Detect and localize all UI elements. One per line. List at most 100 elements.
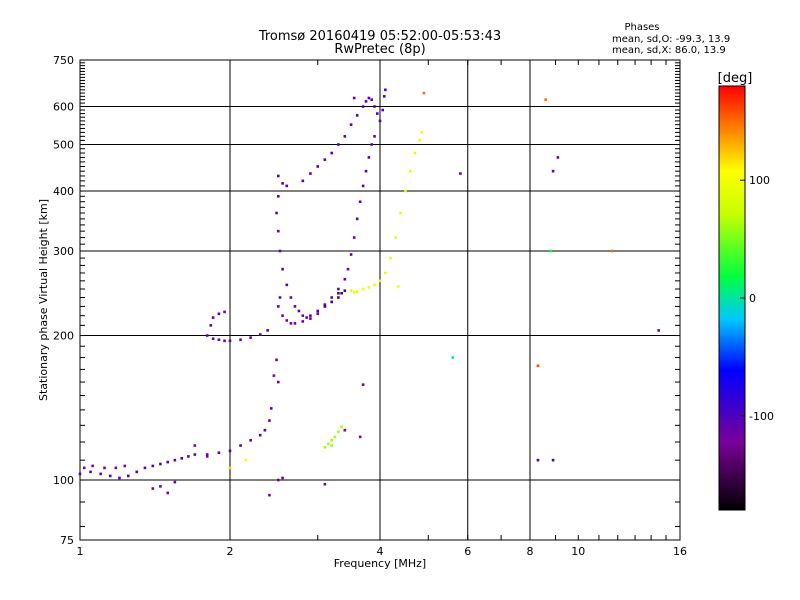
data-point (193, 453, 197, 456)
data-point (228, 449, 232, 453)
colorbar-label: [deg] (718, 71, 753, 86)
data-point (281, 476, 284, 480)
data-point (323, 303, 327, 306)
data-point (361, 287, 365, 291)
data-point (126, 474, 130, 478)
data-point (657, 329, 660, 332)
data-point (364, 169, 368, 173)
data-point (384, 271, 387, 275)
data-point (361, 105, 365, 108)
data-point (384, 88, 387, 92)
data-point (275, 358, 278, 362)
data-point (389, 256, 392, 260)
x-tick-label: 1 (77, 545, 84, 558)
data-point (78, 472, 82, 476)
data-point (276, 229, 280, 233)
chart-subtitle: RwPretec (8p) (334, 42, 425, 57)
data-point (396, 285, 400, 288)
chart-title: Tromsø 20160419 05:52:00-05:53:43 (258, 29, 501, 44)
stats-heading: Phases (624, 22, 659, 33)
data-point (276, 195, 280, 198)
data-point (293, 322, 297, 325)
data-point (301, 314, 305, 317)
data-point (217, 312, 221, 316)
data-point (459, 172, 462, 175)
data-point (123, 464, 127, 468)
series-purple-segment (323, 289, 347, 308)
data-point (544, 98, 547, 101)
data-point (367, 286, 371, 289)
data-point (330, 151, 334, 155)
data-point (413, 151, 417, 155)
y-tick-label: 75 (60, 534, 74, 547)
data-point (536, 458, 540, 462)
data-point (340, 425, 343, 429)
data-point (309, 172, 312, 175)
data-point (381, 108, 384, 112)
data-point (223, 310, 226, 314)
data-point (358, 200, 362, 204)
series-e-layer-trace (78, 407, 273, 480)
data-point (278, 249, 282, 253)
series-f1-lower-trace (205, 310, 269, 343)
data-point (151, 464, 155, 468)
x-tick-label: 16 (673, 545, 687, 558)
data-point (159, 485, 162, 488)
data-point (355, 290, 359, 293)
data-point (268, 493, 271, 497)
data-point (361, 383, 365, 386)
data-point (281, 314, 284, 317)
data-point (358, 435, 362, 439)
data-point (309, 317, 312, 320)
data-point (382, 95, 386, 98)
data-point (114, 466, 118, 470)
data-point (610, 249, 614, 253)
data-point (367, 156, 371, 159)
data-point (272, 374, 276, 377)
data-point (327, 442, 330, 446)
data-point (323, 305, 327, 308)
data-point (289, 322, 293, 325)
data-point (276, 478, 280, 482)
data-point (349, 289, 353, 292)
data-point (205, 334, 209, 337)
stats-line-o: mean, sd,O: -99.3, 13.9 (612, 34, 730, 45)
data-point (337, 287, 340, 291)
series-f1-o-mode-trace (275, 135, 376, 319)
data-point (266, 329, 269, 332)
data-point (370, 98, 374, 101)
colorbar-tick-label: 0 (749, 292, 756, 305)
colorbar-tick-label: 100 (749, 174, 770, 187)
data-point (276, 174, 280, 178)
data-point (536, 364, 540, 368)
data-point (343, 135, 347, 138)
data-point (330, 444, 334, 447)
series-e-layer-scattered (82, 358, 365, 497)
data-point (373, 283, 376, 287)
data-point (108, 474, 112, 478)
data-point (349, 123, 353, 126)
data-point (205, 455, 209, 458)
axis-ticks: 1 2 4 6 8 10 16 75 100 200 300 400 500 600 750 (53, 54, 687, 558)
data-point (549, 249, 552, 253)
y-tick-label: 300 (53, 245, 74, 258)
series-f2-o-mode-trace (276, 88, 387, 188)
data-point (281, 182, 284, 185)
data-point (143, 466, 147, 470)
data-point (263, 428, 267, 432)
data-point (375, 112, 379, 115)
data-point (378, 279, 382, 283)
data-point (309, 314, 312, 317)
data-point (297, 309, 301, 313)
data-point (355, 114, 359, 117)
x-tick-label: 4 (377, 545, 384, 558)
data-point (173, 458, 177, 462)
data-point (408, 169, 412, 173)
data-point (193, 444, 197, 447)
data-point (99, 472, 102, 476)
data-point (258, 433, 262, 437)
colorbar-tick-label: -100 (749, 410, 774, 423)
data-point (187, 455, 190, 458)
data-point (91, 464, 94, 468)
